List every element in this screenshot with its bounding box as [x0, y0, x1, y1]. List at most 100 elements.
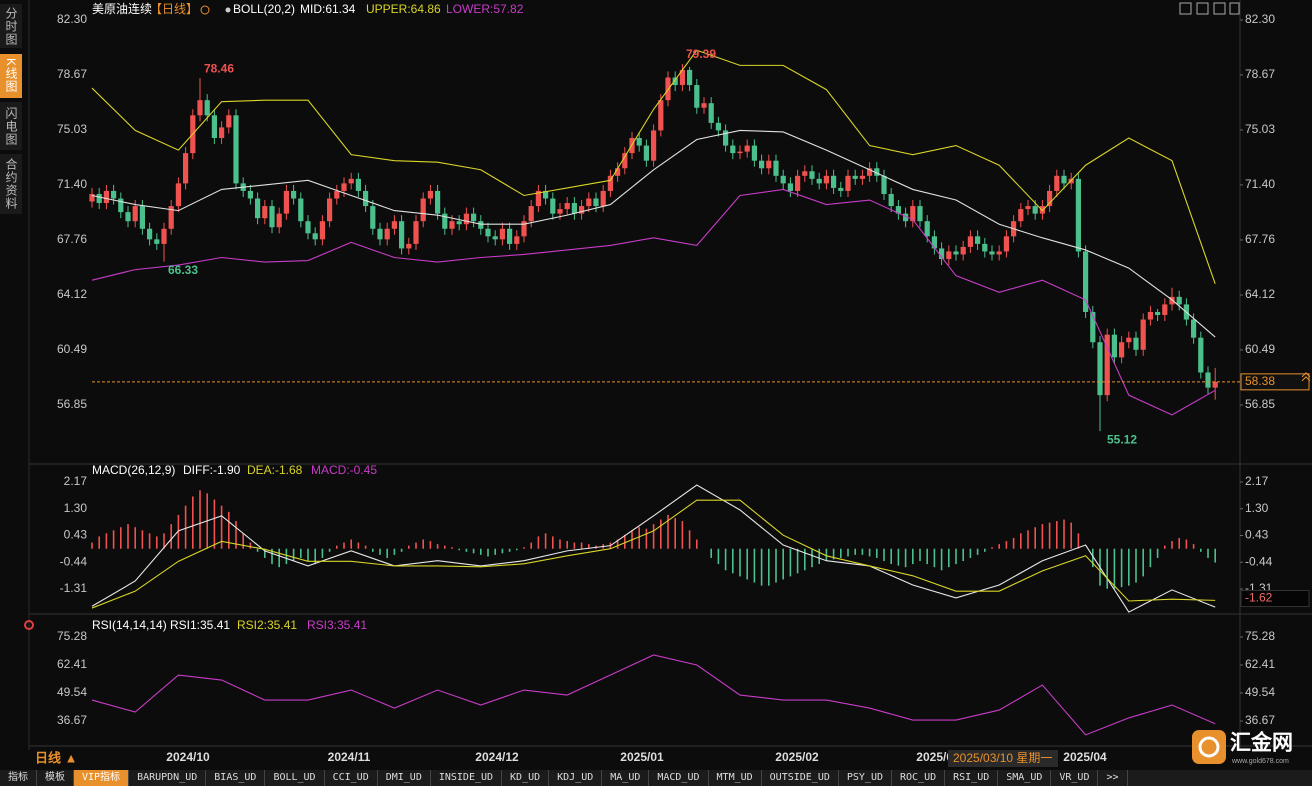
indicator-line: [91, 188, 1216, 416]
candle-body: [1205, 372, 1211, 388]
legend-rsi2: RSI2:35.41: [237, 618, 297, 632]
candle-body: [924, 221, 930, 237]
macd-bar: [1020, 533, 1022, 549]
candle-body: [946, 251, 952, 260]
candle-body: [154, 239, 160, 244]
indicator-tab[interactable]: BOLL_UD: [265, 770, 325, 786]
candle-body: [744, 145, 750, 152]
macd-bar: [854, 548, 856, 555]
legend-lower: LOWER:57.82: [446, 2, 524, 16]
indicator-tab[interactable]: KDJ_UD: [549, 770, 603, 786]
candle-body: [982, 243, 988, 252]
extreme-label: 79.39: [686, 47, 716, 61]
indicator-tab[interactable]: INSIDE_UD: [431, 770, 503, 786]
candle-body: [348, 178, 354, 184]
indicator-tab[interactable]: MACD_UD: [649, 770, 709, 786]
macd-bar: [710, 548, 712, 558]
indicator-tab[interactable]: VR_UD: [1051, 770, 1099, 786]
tool-icon[interactable]: [1179, 2, 1192, 15]
macd-bar: [1034, 527, 1036, 549]
candle-body: [658, 100, 664, 131]
tab-contract[interactable]: 合约资料: [0, 154, 22, 214]
macd-bar: [408, 545, 410, 549]
tool-icon[interactable]: [1229, 2, 1240, 15]
y-tick-label-left: 75.28: [57, 629, 87, 643]
macd-bar: [242, 533, 244, 549]
candle-body: [103, 190, 109, 204]
macd-bar: [213, 499, 216, 549]
indicator-tab[interactable]: MA_UD: [602, 770, 650, 786]
indicator-tab[interactable]: 指标: [0, 770, 37, 786]
period-icon[interactable]: [200, 5, 210, 15]
period-switch[interactable]: 日线 ▲: [35, 750, 77, 765]
indicator-line: [91, 499, 1216, 609]
candle-body: [118, 198, 124, 213]
candle-body: [363, 190, 369, 207]
macd-bar: [1048, 522, 1051, 549]
settings-icon[interactable]: [24, 620, 34, 630]
indicator-tab[interactable]: BARUPDN_UD: [129, 770, 207, 786]
candle-body: [125, 212, 131, 222]
candle-body: [802, 171, 808, 176]
x-tick-label: 2025/02: [775, 750, 819, 764]
x-tick-label: 2024/10: [166, 750, 210, 764]
candle-body: [557, 209, 563, 214]
legend-mid: MID:61.34: [300, 2, 356, 16]
candle-body: [499, 228, 505, 240]
candle-body: [787, 183, 793, 191]
candle-body: [845, 175, 851, 191]
macd-bar: [415, 542, 417, 549]
indicator-tab[interactable]: ROC_UD: [892, 770, 946, 786]
macd-bar: [624, 534, 626, 549]
macd-bar: [580, 542, 583, 549]
tab-flash[interactable]: 闪电图: [0, 102, 22, 150]
indicator-tab[interactable]: 模板: [37, 770, 74, 786]
x-tick-label: 2025/04: [1063, 750, 1107, 764]
candle-body: [636, 137, 642, 146]
indicator-tab[interactable]: MTM_UD: [709, 770, 762, 786]
candle-body: [838, 187, 844, 191]
y-tick-label-left: 2.17: [64, 474, 88, 488]
candle-body: [399, 221, 405, 249]
macd-bar: [1027, 530, 1029, 549]
macd-bar: [1041, 524, 1044, 549]
macd-bar: [883, 548, 885, 562]
indicator-tab[interactable]: CCI_UD: [325, 770, 378, 786]
indicator-tab[interactable]: VIP指标: [74, 770, 130, 786]
indicator-tab[interactable]: OUTSIDE_UD: [762, 770, 839, 786]
indicator-tab[interactable]: DMI_UD: [378, 770, 431, 786]
candle-body: [384, 228, 390, 240]
macd-bar: [832, 548, 835, 560]
candle-body: [1155, 311, 1161, 315]
indicator-tab[interactable]: RSI_UD: [945, 770, 999, 786]
macd-bar: [127, 524, 129, 549]
tab-timeshare[interactable]: 分时图: [0, 4, 22, 48]
macd-bar: [465, 548, 468, 552]
indicator-tab[interactable]: SMA_UD: [998, 770, 1052, 786]
candle-body: [291, 190, 297, 199]
tool-icon[interactable]: [1196, 2, 1209, 15]
tool-icon[interactable]: [1213, 2, 1226, 15]
extreme-label: 78.46: [204, 61, 234, 75]
indicator-tab[interactable]: PSY_UD: [839, 770, 892, 786]
y-tick-label-left: 75.03: [57, 122, 87, 136]
candle-body: [672, 77, 678, 86]
indicator-tab[interactable]: BIAS_UD: [206, 770, 266, 786]
macd-bar: [336, 545, 338, 549]
tab-kline[interactable]: K线图: [0, 54, 22, 98]
candle-body: [895, 206, 901, 214]
indicator-tab[interactable]: >>: [1098, 770, 1128, 786]
indicator-tab[interactable]: KD_UD: [502, 770, 550, 786]
macd-bar: [1092, 548, 1094, 568]
macd-bar: [696, 539, 698, 549]
candle-body: [139, 206, 145, 229]
candle-body: [183, 153, 189, 184]
candle-body: [327, 198, 333, 222]
macd-bar: [1070, 522, 1072, 549]
candle-body: [1047, 190, 1053, 207]
candle-body: [773, 160, 779, 176]
y-tick-label-left: 67.76: [57, 232, 87, 246]
macd-bar: [724, 548, 727, 571]
candle-body: [1212, 381, 1218, 388]
macd-bar: [264, 548, 266, 558]
